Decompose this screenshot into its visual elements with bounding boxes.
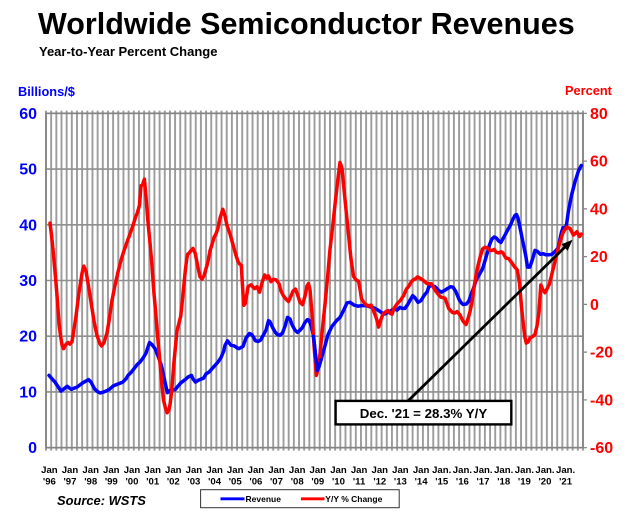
svg-text:Jan: Jan xyxy=(351,465,368,476)
svg-text:Jan: Jan xyxy=(413,465,430,476)
svg-text:'09: '09 xyxy=(311,477,324,488)
svg-text:'00: '00 xyxy=(126,477,139,488)
svg-text:'98: '98 xyxy=(84,477,98,488)
svg-text:50: 50 xyxy=(19,162,37,179)
svg-text:Percent: Percent xyxy=(565,83,613,98)
svg-text:'17: '17 xyxy=(477,477,490,488)
svg-text:Jan.: Jan. xyxy=(515,465,534,476)
svg-text:'08: '08 xyxy=(291,477,305,488)
svg-text:'01: '01 xyxy=(146,477,160,488)
svg-text:Jan: Jan xyxy=(206,465,223,476)
svg-text:0: 0 xyxy=(28,440,37,457)
svg-text:Jan.: Jan. xyxy=(556,465,575,476)
svg-text:'02: '02 xyxy=(167,477,180,488)
svg-text:Jan: Jan xyxy=(144,465,161,476)
svg-text:Jan: Jan xyxy=(124,465,141,476)
svg-text:30: 30 xyxy=(19,273,37,290)
svg-text:Jan.: Jan. xyxy=(535,465,554,476)
svg-text:0: 0 xyxy=(590,297,599,314)
svg-text:Jan.: Jan. xyxy=(473,465,492,476)
svg-text:20: 20 xyxy=(19,329,37,346)
svg-text:'99: '99 xyxy=(105,477,118,488)
svg-text:Jan: Jan xyxy=(248,465,265,476)
svg-text:'15: '15 xyxy=(435,477,449,488)
svg-text:'12: '12 xyxy=(373,477,386,488)
svg-text:Jan: Jan xyxy=(41,465,58,476)
svg-text:'21: '21 xyxy=(559,477,573,488)
svg-text:Jan: Jan xyxy=(372,465,389,476)
svg-text:Jan: Jan xyxy=(62,465,79,476)
svg-text:'07: '07 xyxy=(270,477,283,488)
svg-text:'96: '96 xyxy=(43,477,56,488)
svg-text:Year-to-Year Percent Change: Year-to-Year Percent Change xyxy=(39,44,217,59)
svg-text:'05: '05 xyxy=(229,477,243,488)
svg-text:'16: '16 xyxy=(456,477,469,488)
svg-text:-60: -60 xyxy=(590,440,613,457)
svg-text:Billions/$: Billions/$ xyxy=(18,84,75,99)
svg-text:'97: '97 xyxy=(64,477,77,488)
svg-text:40: 40 xyxy=(19,217,37,234)
svg-text:20: 20 xyxy=(590,249,608,266)
svg-text:Jan.: Jan. xyxy=(432,465,451,476)
svg-text:'13: '13 xyxy=(394,477,407,488)
svg-text:Revenue: Revenue xyxy=(246,494,282,504)
svg-text:40: 40 xyxy=(590,201,608,218)
svg-text:Jan: Jan xyxy=(268,465,285,476)
svg-text:Jan: Jan xyxy=(82,465,99,476)
svg-text:'04: '04 xyxy=(208,477,222,488)
svg-text:'20: '20 xyxy=(539,477,552,488)
svg-text:Jan: Jan xyxy=(165,465,182,476)
svg-text:Dec. '21 = 28.3% Y/Y: Dec. '21 = 28.3% Y/Y xyxy=(360,406,488,421)
svg-text:10: 10 xyxy=(19,385,37,402)
svg-text:Jan: Jan xyxy=(103,465,120,476)
svg-text:Source: WSTS: Source: WSTS xyxy=(57,493,146,508)
svg-text:'11: '11 xyxy=(353,477,366,488)
svg-text:Jan.: Jan. xyxy=(494,465,513,476)
svg-text:Jan: Jan xyxy=(392,465,409,476)
svg-text:'06: '06 xyxy=(249,477,262,488)
svg-text:Jan.: Jan. xyxy=(453,465,472,476)
svg-text:80: 80 xyxy=(590,106,608,123)
svg-text:60: 60 xyxy=(19,106,37,123)
svg-text:-40: -40 xyxy=(590,392,613,409)
svg-text:'03: '03 xyxy=(187,477,200,488)
svg-text:'10: '10 xyxy=(332,477,345,488)
svg-text:Worldwide Semiconductor Revenu: Worldwide Semiconductor Revenues xyxy=(38,7,575,41)
svg-text:Jan: Jan xyxy=(186,465,203,476)
svg-text:-20: -20 xyxy=(590,345,613,362)
svg-text:Jan: Jan xyxy=(289,465,306,476)
svg-text:'19: '19 xyxy=(518,477,531,488)
svg-text:Jan: Jan xyxy=(310,465,327,476)
svg-text:Y/Y % Change: Y/Y % Change xyxy=(325,494,382,504)
svg-text:'14: '14 xyxy=(415,477,429,488)
svg-text:'18: '18 xyxy=(497,477,511,488)
svg-text:Jan: Jan xyxy=(227,465,244,476)
svg-text:Jan: Jan xyxy=(330,465,347,476)
svg-text:60: 60 xyxy=(590,154,608,171)
